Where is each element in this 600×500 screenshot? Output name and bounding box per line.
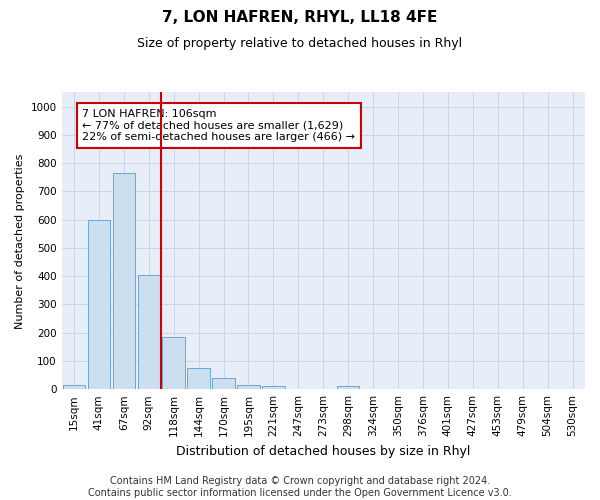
Bar [337,386,359,389]
Bar [113,173,135,389]
Bar [88,220,110,389]
Text: Contains HM Land Registry data © Crown copyright and database right 2024.
Contai: Contains HM Land Registry data © Crown c… [88,476,512,498]
Bar [137,274,160,389]
Text: Size of property relative to detached houses in Rhyl: Size of property relative to detached ho… [137,38,463,51]
Bar [163,337,185,389]
X-axis label: Distribution of detached houses by size in Rhyl: Distribution of detached houses by size … [176,444,470,458]
Bar [187,368,210,389]
Bar [212,378,235,389]
Bar [63,385,85,389]
Y-axis label: Number of detached properties: Number of detached properties [15,153,25,328]
Bar [262,386,284,389]
Text: 7 LON HAFREN: 106sqm
← 77% of detached houses are smaller (1,629)
22% of semi-de: 7 LON HAFREN: 106sqm ← 77% of detached h… [82,109,355,142]
Text: 7, LON HAFREN, RHYL, LL18 4FE: 7, LON HAFREN, RHYL, LL18 4FE [163,10,437,25]
Bar [237,385,260,389]
